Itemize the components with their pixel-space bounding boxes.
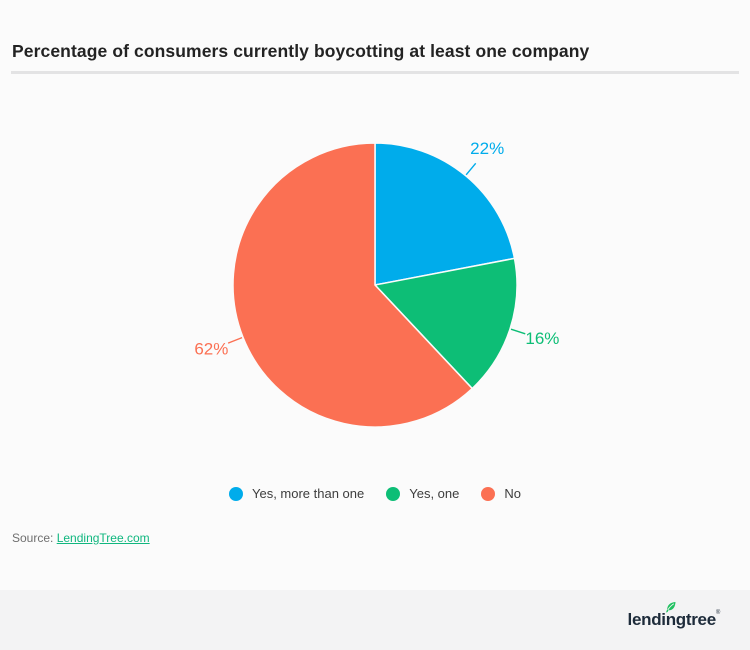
slice-label-leader-line — [227, 336, 243, 344]
slice-percent-label: 62% — [194, 339, 228, 358]
source-line: Source: LendingTree.com — [12, 531, 150, 545]
footer-bar: lendingtree® — [0, 590, 750, 650]
legend-label: Yes, more than one — [251, 486, 365, 501]
lendingtree-logo: lendingtree® — [627, 602, 720, 630]
legend-swatch — [481, 486, 496, 501]
pie-slice-3 — [232, 142, 474, 428]
logo-trademark: ® — [715, 610, 720, 616]
legend-item: Yes, more than one — [228, 486, 365, 501]
pie-slice-2 — [373, 257, 518, 390]
legend-swatch — [228, 486, 243, 501]
slice-percent-label: 22% — [470, 139, 504, 158]
slice-percent-label: 16% — [525, 329, 559, 348]
source-prefix: Source: — [12, 531, 57, 545]
legend-swatch — [386, 486, 401, 501]
page-title: Percentage of consumers currently boycot… — [12, 41, 590, 61]
leaf-icon — [665, 602, 676, 613]
source-link[interactable]: LendingTree.com — [56, 531, 150, 545]
slice-label-leader-line — [465, 162, 477, 176]
legend-label: No — [504, 486, 521, 501]
legend-label: Yes, one — [409, 486, 460, 501]
chart-legend: Yes, more than one Yes, one No — [0, 486, 750, 501]
pie-chart: 22% 16% 62% — [194, 139, 559, 428]
slice-label-leader-line — [510, 328, 526, 335]
title-divider — [11, 71, 739, 74]
chart-area: 22% 16% 62% — [0, 80, 750, 480]
legend-item: No — [481, 486, 521, 501]
logo-text: lendingtree — [627, 610, 717, 629]
legend-item: Yes, one — [386, 486, 459, 501]
pie-slice-1 — [374, 142, 516, 286]
